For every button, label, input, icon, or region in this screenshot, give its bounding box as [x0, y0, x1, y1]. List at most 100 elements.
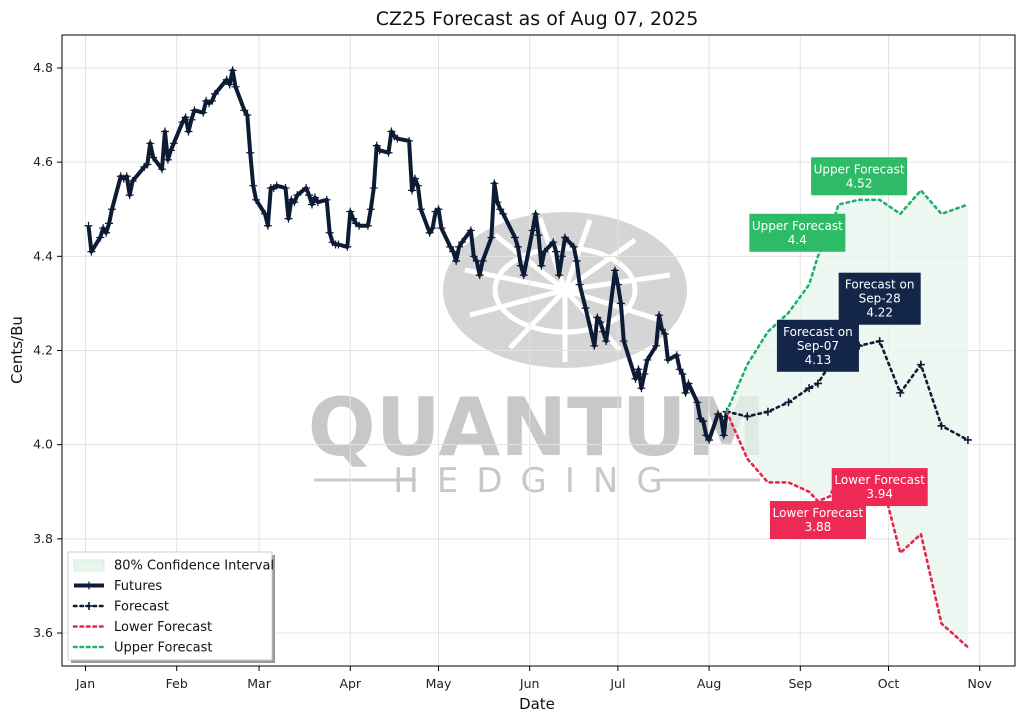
- annotation-text: Lower Forecast: [773, 506, 864, 520]
- futures-point: [334, 240, 343, 249]
- x-tick-label: Apr: [339, 676, 361, 691]
- legend-swatch-band: [73, 559, 105, 572]
- annotation-text: Sep-28: [859, 292, 901, 306]
- legend-label: Futures: [114, 579, 162, 594]
- futures-point: [663, 355, 672, 364]
- annotation-text: Upper Forecast: [752, 219, 843, 233]
- x-tick-label: Aug: [697, 676, 721, 691]
- futures-point: [181, 113, 190, 122]
- futures-point: [569, 242, 578, 251]
- futures-point: [596, 318, 605, 327]
- futures-point: [343, 242, 352, 251]
- futures-point: [425, 228, 434, 237]
- annotation-text: Forecast on: [845, 278, 915, 292]
- x-tick-label: Jun: [519, 676, 540, 691]
- futures-point: [702, 431, 711, 440]
- futures-point: [355, 221, 364, 230]
- annotation-text: 4.13: [805, 353, 832, 367]
- futures-point: [410, 174, 419, 183]
- futures-point: [166, 146, 175, 155]
- x-tick-label: Oct: [878, 676, 900, 691]
- futures-point: [263, 221, 272, 230]
- legend-item: 80% Confidence Interval: [73, 559, 274, 574]
- futures-point: [246, 148, 255, 157]
- futures-point: [478, 257, 487, 266]
- futures-point: [675, 365, 684, 374]
- futures-point: [225, 80, 234, 89]
- legend-label: 80% Confidence Interval: [114, 559, 274, 574]
- futures-point: [575, 280, 584, 289]
- futures-point: [252, 195, 261, 204]
- y-tick-label: 4.4: [33, 248, 53, 263]
- x-tick-label: May: [426, 676, 452, 691]
- futures-point: [531, 209, 540, 218]
- y-tick-label: 4.2: [33, 343, 53, 358]
- legend-label: Upper Forecast: [114, 641, 213, 656]
- legend-marker-futures: [85, 581, 93, 590]
- futures-point: [308, 200, 317, 209]
- futures-point: [590, 341, 599, 350]
- annotation-text: 3.88: [805, 520, 832, 534]
- legend-label: Lower Forecast: [114, 620, 212, 635]
- futures-point: [99, 224, 108, 233]
- legend-item: Upper Forecast: [72, 641, 213, 656]
- futures-point: [210, 89, 219, 98]
- futures-point: [655, 311, 664, 320]
- futures-point: [143, 160, 152, 169]
- futures-point: [102, 228, 111, 237]
- futures-point: [610, 266, 619, 275]
- futures-point: [108, 205, 117, 214]
- futures-point: [322, 195, 331, 204]
- legend-item: Futures: [74, 579, 162, 594]
- futures-point: [290, 198, 299, 207]
- futures-point: [393, 134, 402, 143]
- futures-point: [475, 271, 484, 280]
- futures-point: [619, 337, 628, 346]
- brain-spoke-7: [563, 288, 622, 352]
- futures-point: [643, 355, 652, 364]
- forecast-point: [875, 337, 884, 346]
- futures-point: [87, 247, 96, 256]
- futures-point: [599, 327, 608, 336]
- futures-point: [549, 238, 558, 247]
- futures-point: [128, 176, 137, 185]
- y-axis-title: Cents/Bu: [8, 316, 26, 384]
- futures-point: [231, 82, 240, 91]
- futures-point: [572, 257, 581, 266]
- futures-point: [349, 214, 358, 223]
- futures-point: [552, 247, 561, 256]
- futures-point: [534, 231, 543, 240]
- futures-point: [558, 252, 567, 261]
- futures-point: [408, 186, 417, 195]
- futures-point: [284, 214, 293, 223]
- annotation-text: Upper Forecast: [814, 162, 905, 176]
- futures-point: [616, 299, 625, 308]
- futures-point: [240, 106, 249, 115]
- futures-point: [513, 242, 522, 251]
- x-axis-ticks: Jan Feb Mar Apr May Jun Jul Aug Sep Oct Nov: [75, 666, 992, 691]
- futures-point: [660, 330, 669, 339]
- futures-point: [693, 398, 702, 407]
- futures-point: [125, 191, 134, 200]
- chart-title: CZ25 Forecast as of Aug 07, 2025: [376, 8, 699, 30]
- futures-point: [96, 233, 105, 242]
- annotation-text: Lower Forecast: [834, 473, 925, 487]
- legend: 80% Confidence Interval Futures Forecast Lo…: [67, 551, 275, 663]
- futures-point: [346, 207, 355, 216]
- futures-point: [243, 111, 252, 120]
- brain-spoke-2: [537, 217, 568, 291]
- forecast-point: [805, 384, 814, 393]
- futures-point: [293, 191, 302, 200]
- futures-point: [222, 75, 231, 84]
- futures-point: [313, 198, 322, 207]
- futures-point: [146, 139, 155, 148]
- futures-point: [540, 247, 549, 256]
- futures-point: [310, 193, 319, 202]
- futures-point: [581, 304, 590, 313]
- futures-point: [672, 351, 681, 360]
- futures-point: [249, 181, 258, 190]
